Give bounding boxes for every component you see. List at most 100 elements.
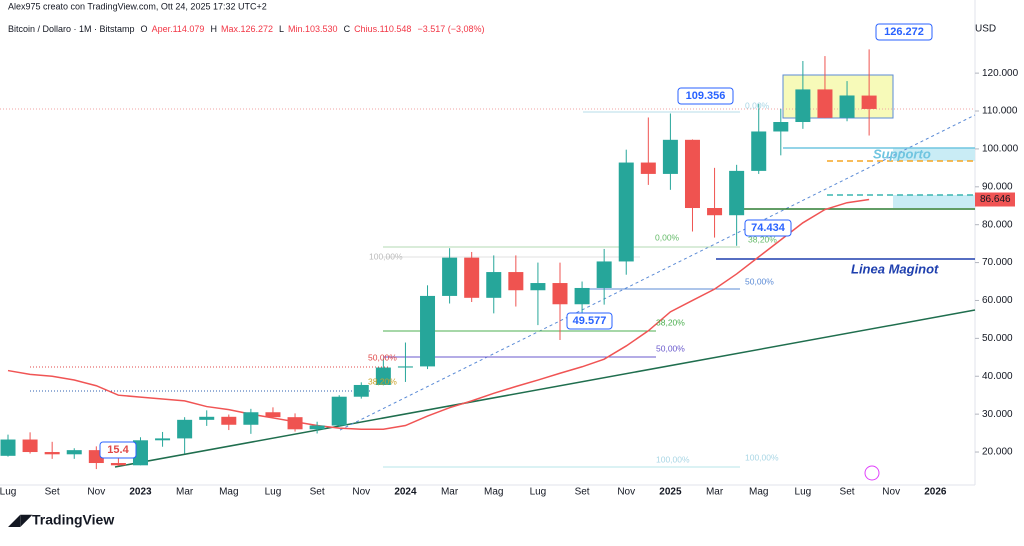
candle-body bbox=[707, 208, 723, 216]
callout-box bbox=[875, 23, 933, 41]
ohlc-key: C bbox=[344, 24, 351, 34]
callout-box bbox=[677, 87, 734, 105]
candle-body bbox=[773, 122, 789, 132]
candle-body bbox=[177, 419, 193, 439]
candle-body bbox=[684, 139, 700, 209]
svg-text:◢◤: ◢◤ bbox=[8, 512, 33, 529]
candle-body bbox=[199, 416, 215, 420]
candle-body bbox=[221, 416, 237, 425]
candle-body bbox=[331, 396, 347, 426]
fib-label: 100,00% bbox=[369, 251, 403, 261]
x-tick-label: 2025 bbox=[659, 487, 682, 498]
fib-label: 100,00% bbox=[656, 454, 690, 464]
x-tick-label: Mag bbox=[484, 487, 503, 498]
y-tick-label: 100.000 bbox=[982, 144, 1019, 155]
x-tick-label: Set bbox=[840, 487, 855, 498]
ohlc-value: Chius.110.548 bbox=[354, 24, 411, 34]
level-label: Linea Maginot bbox=[851, 261, 939, 276]
candle-body bbox=[817, 89, 833, 118]
fib-label: 0,00% bbox=[655, 232, 680, 242]
candle-body bbox=[552, 283, 568, 305]
ohlc-key: O bbox=[141, 24, 148, 34]
y-tick-label: 70.000 bbox=[982, 257, 1013, 268]
candle-body bbox=[596, 261, 612, 288]
candle-body bbox=[66, 450, 82, 455]
candle-body bbox=[265, 412, 281, 418]
x-tick-label: Mar bbox=[441, 487, 459, 498]
x-tick-label: Set bbox=[45, 487, 60, 498]
candle-body bbox=[464, 257, 480, 298]
candle-body bbox=[243, 412, 259, 425]
y-tick-label: 30.000 bbox=[982, 409, 1013, 420]
moving-average bbox=[7, 198, 870, 431]
brand: TradingView bbox=[32, 512, 114, 528]
candle-body bbox=[508, 272, 524, 291]
x-tick-label: Lug bbox=[265, 487, 282, 498]
candle-body bbox=[530, 283, 546, 291]
ohlc-value: Aper.114.079 bbox=[152, 24, 205, 34]
y-tick-label: 40.000 bbox=[982, 371, 1013, 382]
candle-body bbox=[22, 439, 38, 453]
x-tick-label: Lug bbox=[530, 487, 547, 498]
candle-body bbox=[751, 131, 767, 171]
candle-body bbox=[486, 272, 502, 298]
callout-box bbox=[99, 441, 137, 459]
x-tick-label: 2026 bbox=[924, 487, 947, 498]
callout-label: 74.434 bbox=[751, 222, 786, 234]
candle-body bbox=[287, 417, 303, 430]
callout-label: 109.356 bbox=[686, 90, 726, 102]
drawings bbox=[0, 74, 976, 468]
fib-label: 38,20% bbox=[656, 317, 685, 327]
x-tick-label: Nov bbox=[87, 487, 105, 498]
candle-body bbox=[442, 257, 458, 296]
candle-body bbox=[309, 425, 325, 430]
candle-body bbox=[795, 89, 811, 123]
symbol: Bitcoin / Dollaro · 1M · Bitstamp bbox=[8, 24, 135, 34]
candle-body bbox=[839, 95, 855, 118]
fib-label: 50,00% bbox=[745, 276, 774, 286]
x-tick-label: 2023 bbox=[129, 487, 152, 498]
callout-label: 15.4 bbox=[107, 444, 129, 456]
fib-label: 0,00% bbox=[745, 100, 770, 110]
x-tick-label: Mag bbox=[749, 487, 768, 498]
author: Alex975 creato con TradingView.com, Ott … bbox=[8, 1, 267, 11]
event-icon bbox=[864, 465, 880, 481]
candle-body bbox=[397, 366, 413, 368]
level-label: Supporto bbox=[873, 146, 931, 161]
callout-box bbox=[744, 219, 792, 237]
candle-body bbox=[861, 95, 877, 109]
x-tick-label: Lug bbox=[795, 487, 812, 498]
x-tick-label: Set bbox=[575, 487, 590, 498]
y-tick-label: 120.000 bbox=[982, 68, 1019, 79]
callout-label: 126.272 bbox=[884, 26, 924, 38]
candle-body bbox=[353, 384, 369, 397]
x-tick-label: Mar bbox=[176, 487, 194, 498]
y-tick-label: 90.000 bbox=[982, 181, 1013, 192]
y-tick-label: 20.000 bbox=[982, 447, 1013, 458]
logo: ◢◤ TradingView bbox=[8, 512, 114, 530]
zone-box bbox=[893, 148, 975, 161]
x-tick-label: Set bbox=[310, 487, 325, 498]
candle-body bbox=[375, 367, 391, 385]
fib-label: 50,00% bbox=[368, 352, 397, 362]
x-tick-label: 2024 bbox=[394, 487, 417, 498]
callout-box bbox=[566, 312, 613, 330]
candle-body bbox=[44, 452, 60, 455]
x-tick-label: Lug bbox=[0, 487, 16, 498]
x-tick-label: Nov bbox=[882, 487, 900, 498]
candle-body bbox=[132, 440, 148, 466]
fib-label: 38,20% bbox=[368, 376, 397, 386]
y-tick-label: 80.000 bbox=[982, 219, 1013, 230]
change: −3.517 (−3,08%) bbox=[417, 24, 484, 34]
candle-body bbox=[640, 162, 656, 174]
x-tick-label: Nov bbox=[352, 487, 370, 498]
price-label-bg bbox=[975, 192, 1015, 207]
fib-label: 50,00% bbox=[656, 343, 685, 353]
callout-label: 49.577 bbox=[573, 315, 607, 327]
ohlc-key: L bbox=[279, 24, 284, 34]
ohlc-value: Max.126.272 bbox=[221, 24, 273, 34]
y-tick-label: 110.000 bbox=[982, 106, 1018, 117]
currency: USD bbox=[975, 24, 996, 35]
